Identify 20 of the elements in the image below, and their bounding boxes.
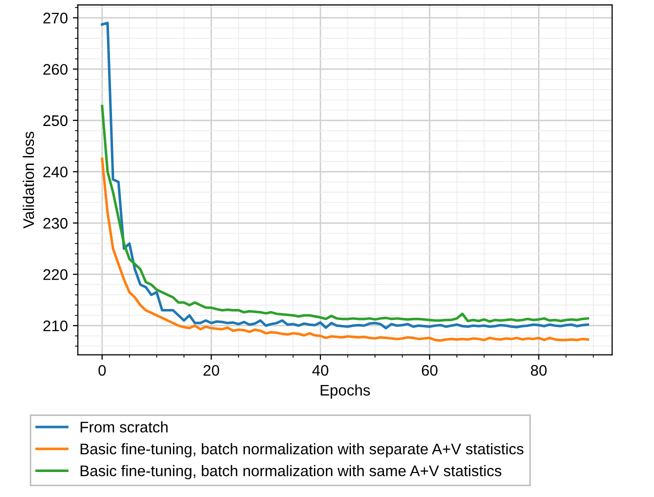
y-tick-label: 240	[43, 166, 68, 178]
x-tick-label: 20	[204, 364, 220, 376]
line-series	[100, 22, 590, 330]
y-tick-label: 270	[43, 12, 68, 24]
y-axis-title: Validation loss	[22, 132, 34, 229]
x-tick-label: 40	[312, 364, 328, 376]
x-tick-label: 60	[422, 364, 438, 376]
y-tick-label: 230	[43, 218, 68, 229]
y-tick-label: 210	[43, 320, 68, 332]
x-tick-label: 80	[530, 364, 547, 376]
x-axis-title: Epochs	[320, 384, 370, 399]
legend-label: Basic fine-tuning, batch normalization with same A+V statistics	[80, 465, 502, 480]
legend-label: From scratch	[80, 421, 168, 433]
x-tick-label: 0	[98, 364, 106, 376]
y-tick-label: 220	[43, 269, 68, 280]
y-tick-label: 260	[43, 64, 68, 75]
y-tick-label: 250	[43, 115, 68, 126]
line-series	[100, 104, 590, 323]
line-series	[100, 158, 590, 342]
legend-label: Basic fine-tuning, batch normalization with separate A+V statistics	[80, 443, 524, 458]
